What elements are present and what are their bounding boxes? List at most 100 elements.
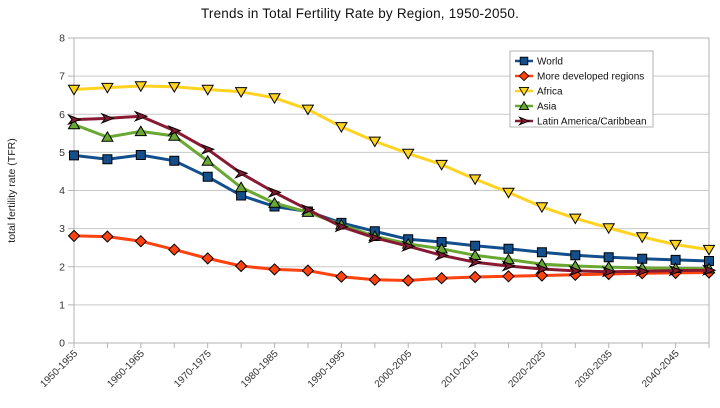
y-tick-label: 7 xyxy=(59,71,65,83)
x-tick-label: 2040-2045 xyxy=(640,348,682,390)
square-marker-icon xyxy=(102,154,113,165)
triangle-up-marker-icon xyxy=(134,125,148,137)
arrow-right-marker-icon xyxy=(434,249,449,261)
legend-item-label: World xyxy=(537,57,563,68)
diamond-marker-icon xyxy=(401,274,415,287)
y-tick-label: 5 xyxy=(59,147,65,159)
x-tick-label: 2010-2015 xyxy=(440,348,482,390)
square-marker-icon xyxy=(603,252,614,263)
arrow-right-marker-icon xyxy=(367,232,383,244)
square-marker-icon xyxy=(670,254,681,265)
y-tick-label: 6 xyxy=(59,109,65,121)
chart-title: Trends in Total Fertility Rate by Region… xyxy=(200,6,520,21)
square-marker-icon xyxy=(202,171,213,182)
square-marker-icon xyxy=(570,250,581,261)
square-marker-icon xyxy=(637,253,648,264)
triangle-down-marker-icon xyxy=(669,239,682,251)
diamond-marker-icon xyxy=(335,270,348,283)
x-tick-label: 1960-1965 xyxy=(105,348,147,390)
triangle-down-marker-icon xyxy=(435,159,448,171)
x-tick-label: 2020-2025 xyxy=(506,348,548,390)
legend-item-label: Africa xyxy=(537,87,563,98)
triangle-down-marker-icon xyxy=(67,84,81,96)
diamond-marker-icon xyxy=(234,259,248,273)
triangle-down-marker-icon xyxy=(268,93,281,105)
arrow-right-marker-icon xyxy=(401,240,416,252)
arrow-right-marker-icon xyxy=(518,116,531,126)
arrow-right-marker-icon xyxy=(601,266,617,278)
triangle-down-marker-icon xyxy=(535,202,549,214)
arrow-right-marker-icon xyxy=(167,124,182,137)
square-marker-icon xyxy=(236,190,247,201)
square-marker-icon xyxy=(704,256,714,266)
diamond-marker-icon xyxy=(201,252,214,265)
triangle-up-marker-icon xyxy=(101,130,114,142)
triangle-up-marker-icon xyxy=(518,100,530,110)
diamond-marker-icon xyxy=(168,243,181,256)
x-tick-label: 1980-1985 xyxy=(239,348,281,390)
series-line-latin-america-caribbean xyxy=(72,114,711,274)
legend-item-label: More developed regions xyxy=(537,72,644,83)
diamond-marker-icon xyxy=(368,273,382,286)
diamond-marker-icon xyxy=(268,263,281,276)
arrow-right-marker-icon xyxy=(468,256,483,268)
legend-item-label: Asia xyxy=(537,102,557,113)
arrow-right-marker-icon xyxy=(701,264,717,276)
diamond-marker-icon xyxy=(101,230,114,243)
triangle-down-marker-icon xyxy=(134,81,148,93)
y-tick-label: 4 xyxy=(59,185,65,197)
square-marker-icon xyxy=(536,247,547,258)
square-marker-icon xyxy=(69,150,79,161)
x-tick-label: 1970-1975 xyxy=(172,348,214,390)
triangle-down-marker-icon xyxy=(368,136,382,148)
arrow-right-marker-icon xyxy=(200,143,216,155)
diamond-marker-icon xyxy=(67,229,81,243)
triangle-up-marker-icon xyxy=(67,118,81,130)
diamond-marker-icon xyxy=(518,70,530,82)
y-tick-label: 3 xyxy=(59,223,65,235)
legend xyxy=(509,50,654,128)
x-tick-label: 1990-1995 xyxy=(306,348,348,390)
arrow-right-marker-icon xyxy=(234,167,249,179)
triangle-up-marker-icon xyxy=(268,196,281,208)
triangle-down-marker-icon xyxy=(301,104,315,116)
triangle-down-marker-icon xyxy=(502,187,515,199)
y-tick-label: 1 xyxy=(59,299,65,311)
arrow-right-marker-icon xyxy=(100,112,115,125)
square-marker-icon xyxy=(169,155,180,166)
x-tick-label: 1950-1955 xyxy=(39,348,81,390)
y-axis-title: total fertility rate (TFR) xyxy=(6,138,18,242)
triangle-down-marker-icon xyxy=(167,82,181,93)
diamond-marker-icon xyxy=(468,270,482,284)
square-marker-icon xyxy=(135,150,146,160)
x-tick-label: 2030-2035 xyxy=(573,348,615,390)
series-line-africa xyxy=(72,84,711,252)
triangle-down-marker-icon xyxy=(335,122,348,133)
triangle-down-marker-icon xyxy=(201,84,215,96)
triangle-up-marker-icon xyxy=(167,129,181,141)
arrow-right-marker-icon xyxy=(501,260,516,272)
triangle-down-marker-icon xyxy=(234,87,248,98)
y-tick-label: 0 xyxy=(59,338,65,350)
arrow-right-marker-icon xyxy=(300,203,316,216)
triangle-down-marker-icon xyxy=(468,174,482,186)
diamond-marker-icon xyxy=(435,271,448,285)
arrow-right-marker-icon xyxy=(133,110,149,122)
arrow-right-marker-icon xyxy=(334,221,349,233)
diamond-marker-icon xyxy=(502,270,515,283)
legend-item-label: Latin America/Caribbean xyxy=(537,117,647,128)
triangle-down-marker-icon xyxy=(702,244,716,256)
triangle-down-marker-icon xyxy=(401,148,415,160)
arrow-right-marker-icon xyxy=(66,113,82,126)
square-marker-icon xyxy=(436,237,447,247)
arrow-right-marker-icon xyxy=(668,264,683,277)
triangle-down-marker-icon xyxy=(101,82,114,94)
y-tick-label: 2 xyxy=(59,261,65,273)
series-line-world xyxy=(72,153,711,263)
diamond-marker-icon xyxy=(134,234,148,248)
arrow-right-marker-icon xyxy=(267,186,282,199)
triangle-down-marker-icon xyxy=(568,213,582,225)
square-marker-icon xyxy=(519,56,529,66)
